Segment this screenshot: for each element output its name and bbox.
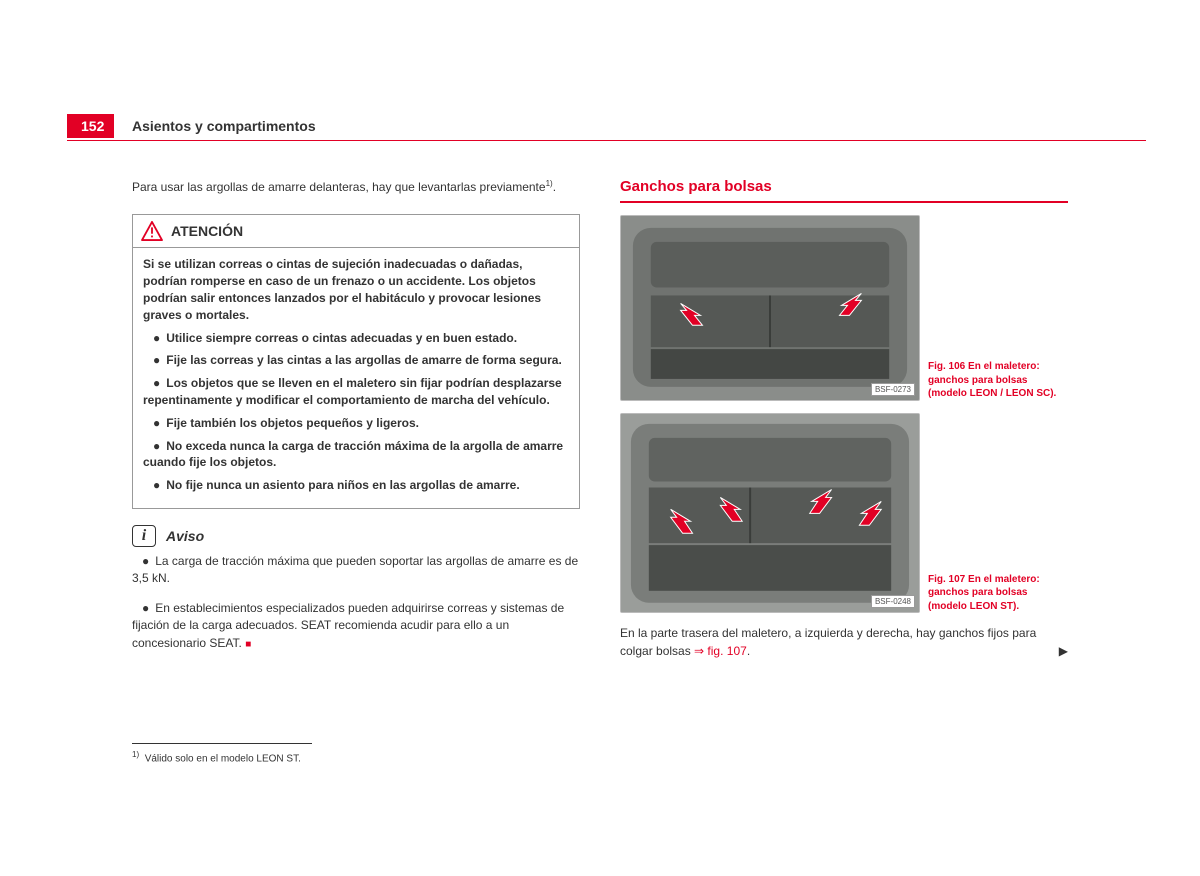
intro-end: . bbox=[553, 180, 556, 194]
intro-text: Para usar las argollas de amarre delante… bbox=[132, 180, 546, 194]
notice-header: i Aviso bbox=[132, 525, 580, 547]
warning-box: ATENCIÓN Si se utilizan correas o cintas… bbox=[132, 214, 580, 509]
page-title: Asientos y compartimentos bbox=[132, 118, 316, 134]
figure-106-caption: Fig. 106 En el maletero: ganchos para bo… bbox=[928, 360, 1068, 401]
section-title: Ganchos para bolsas bbox=[620, 178, 1068, 195]
figure-107-label: BSF-0248 bbox=[871, 595, 915, 608]
section-rule bbox=[620, 201, 1068, 203]
warning-title: ATENCIÓN bbox=[171, 223, 243, 239]
content-columns: Para usar las argollas de amarre delante… bbox=[132, 178, 1068, 672]
figure-107-image: BSF-0248 bbox=[620, 413, 920, 614]
column-right: Ganchos para bolsas BSF-0273 bbox=[620, 178, 1068, 672]
warning-triangle-icon bbox=[141, 221, 163, 241]
header-rule bbox=[67, 140, 1146, 141]
intro-superscript: 1) bbox=[546, 179, 553, 188]
tail-text-post: . bbox=[747, 644, 750, 658]
intro-paragraph: Para usar las argollas de amarre delante… bbox=[132, 178, 580, 196]
figure-106-image: BSF-0273 bbox=[620, 215, 920, 401]
warning-lead: Si se utilizan correas o cintas de sujec… bbox=[143, 256, 569, 323]
warning-bullet-0: ●Utilice siempre correas o cintas adecua… bbox=[143, 330, 569, 347]
page-number-badge: 152 bbox=[67, 114, 114, 138]
warning-bullet-3: ●Fije también los objetos pequeños y lig… bbox=[143, 415, 569, 432]
footnote-rule bbox=[132, 743, 312, 744]
continue-arrow-icon: ▶ bbox=[1059, 643, 1068, 660]
warning-body: Si se utilizan correas o cintas de sujec… bbox=[133, 248, 579, 508]
trailing-paragraph: En la parte trasera del maletero, a izqu… bbox=[620, 625, 1068, 660]
warning-bullet-1: ●Fije las correas y las cintas a las arg… bbox=[143, 352, 569, 369]
warning-bullet-4: ●No exceda nunca la carga de tracción má… bbox=[143, 438, 569, 472]
figure-cross-ref: ⇒ fig. 107 bbox=[694, 644, 747, 658]
warning-bullet-2: ●Los objetos que se lleven en el maleter… bbox=[143, 375, 569, 409]
figure-row-1: BSF-0273 Fig. 106 En el maletero: gancho… bbox=[620, 215, 1068, 401]
footnote-text: Válido solo en el modelo LEON ST. bbox=[145, 753, 301, 764]
footnote-number: 1) bbox=[132, 750, 139, 759]
figure-106-label: BSF-0273 bbox=[871, 383, 915, 396]
warning-header: ATENCIÓN bbox=[133, 215, 579, 248]
figure-row-2: BSF-0248 Fig. 107 En el maletero: gancho… bbox=[620, 413, 1068, 614]
warning-bullet-5: ●No fije nunca un asiento para niños en … bbox=[143, 477, 569, 494]
notice-title: Aviso bbox=[166, 528, 204, 544]
section-end-marker-icon: ■ bbox=[245, 639, 251, 650]
footnote: 1) Válido solo en el modelo LEON ST. bbox=[132, 750, 301, 764]
notice-bullet-1: ●En establecimientos especializados pued… bbox=[132, 600, 580, 652]
info-icon: i bbox=[132, 525, 156, 547]
tail-text-pre: En la parte trasera del maletero, a izqu… bbox=[620, 626, 1036, 657]
column-left: Para usar las argollas de amarre delante… bbox=[132, 178, 580, 672]
notice-bullet-0: ●La carga de tracción máxima que pueden … bbox=[132, 553, 580, 588]
figure-107-caption: Fig. 107 En el maletero: ganchos para bo… bbox=[928, 573, 1068, 614]
